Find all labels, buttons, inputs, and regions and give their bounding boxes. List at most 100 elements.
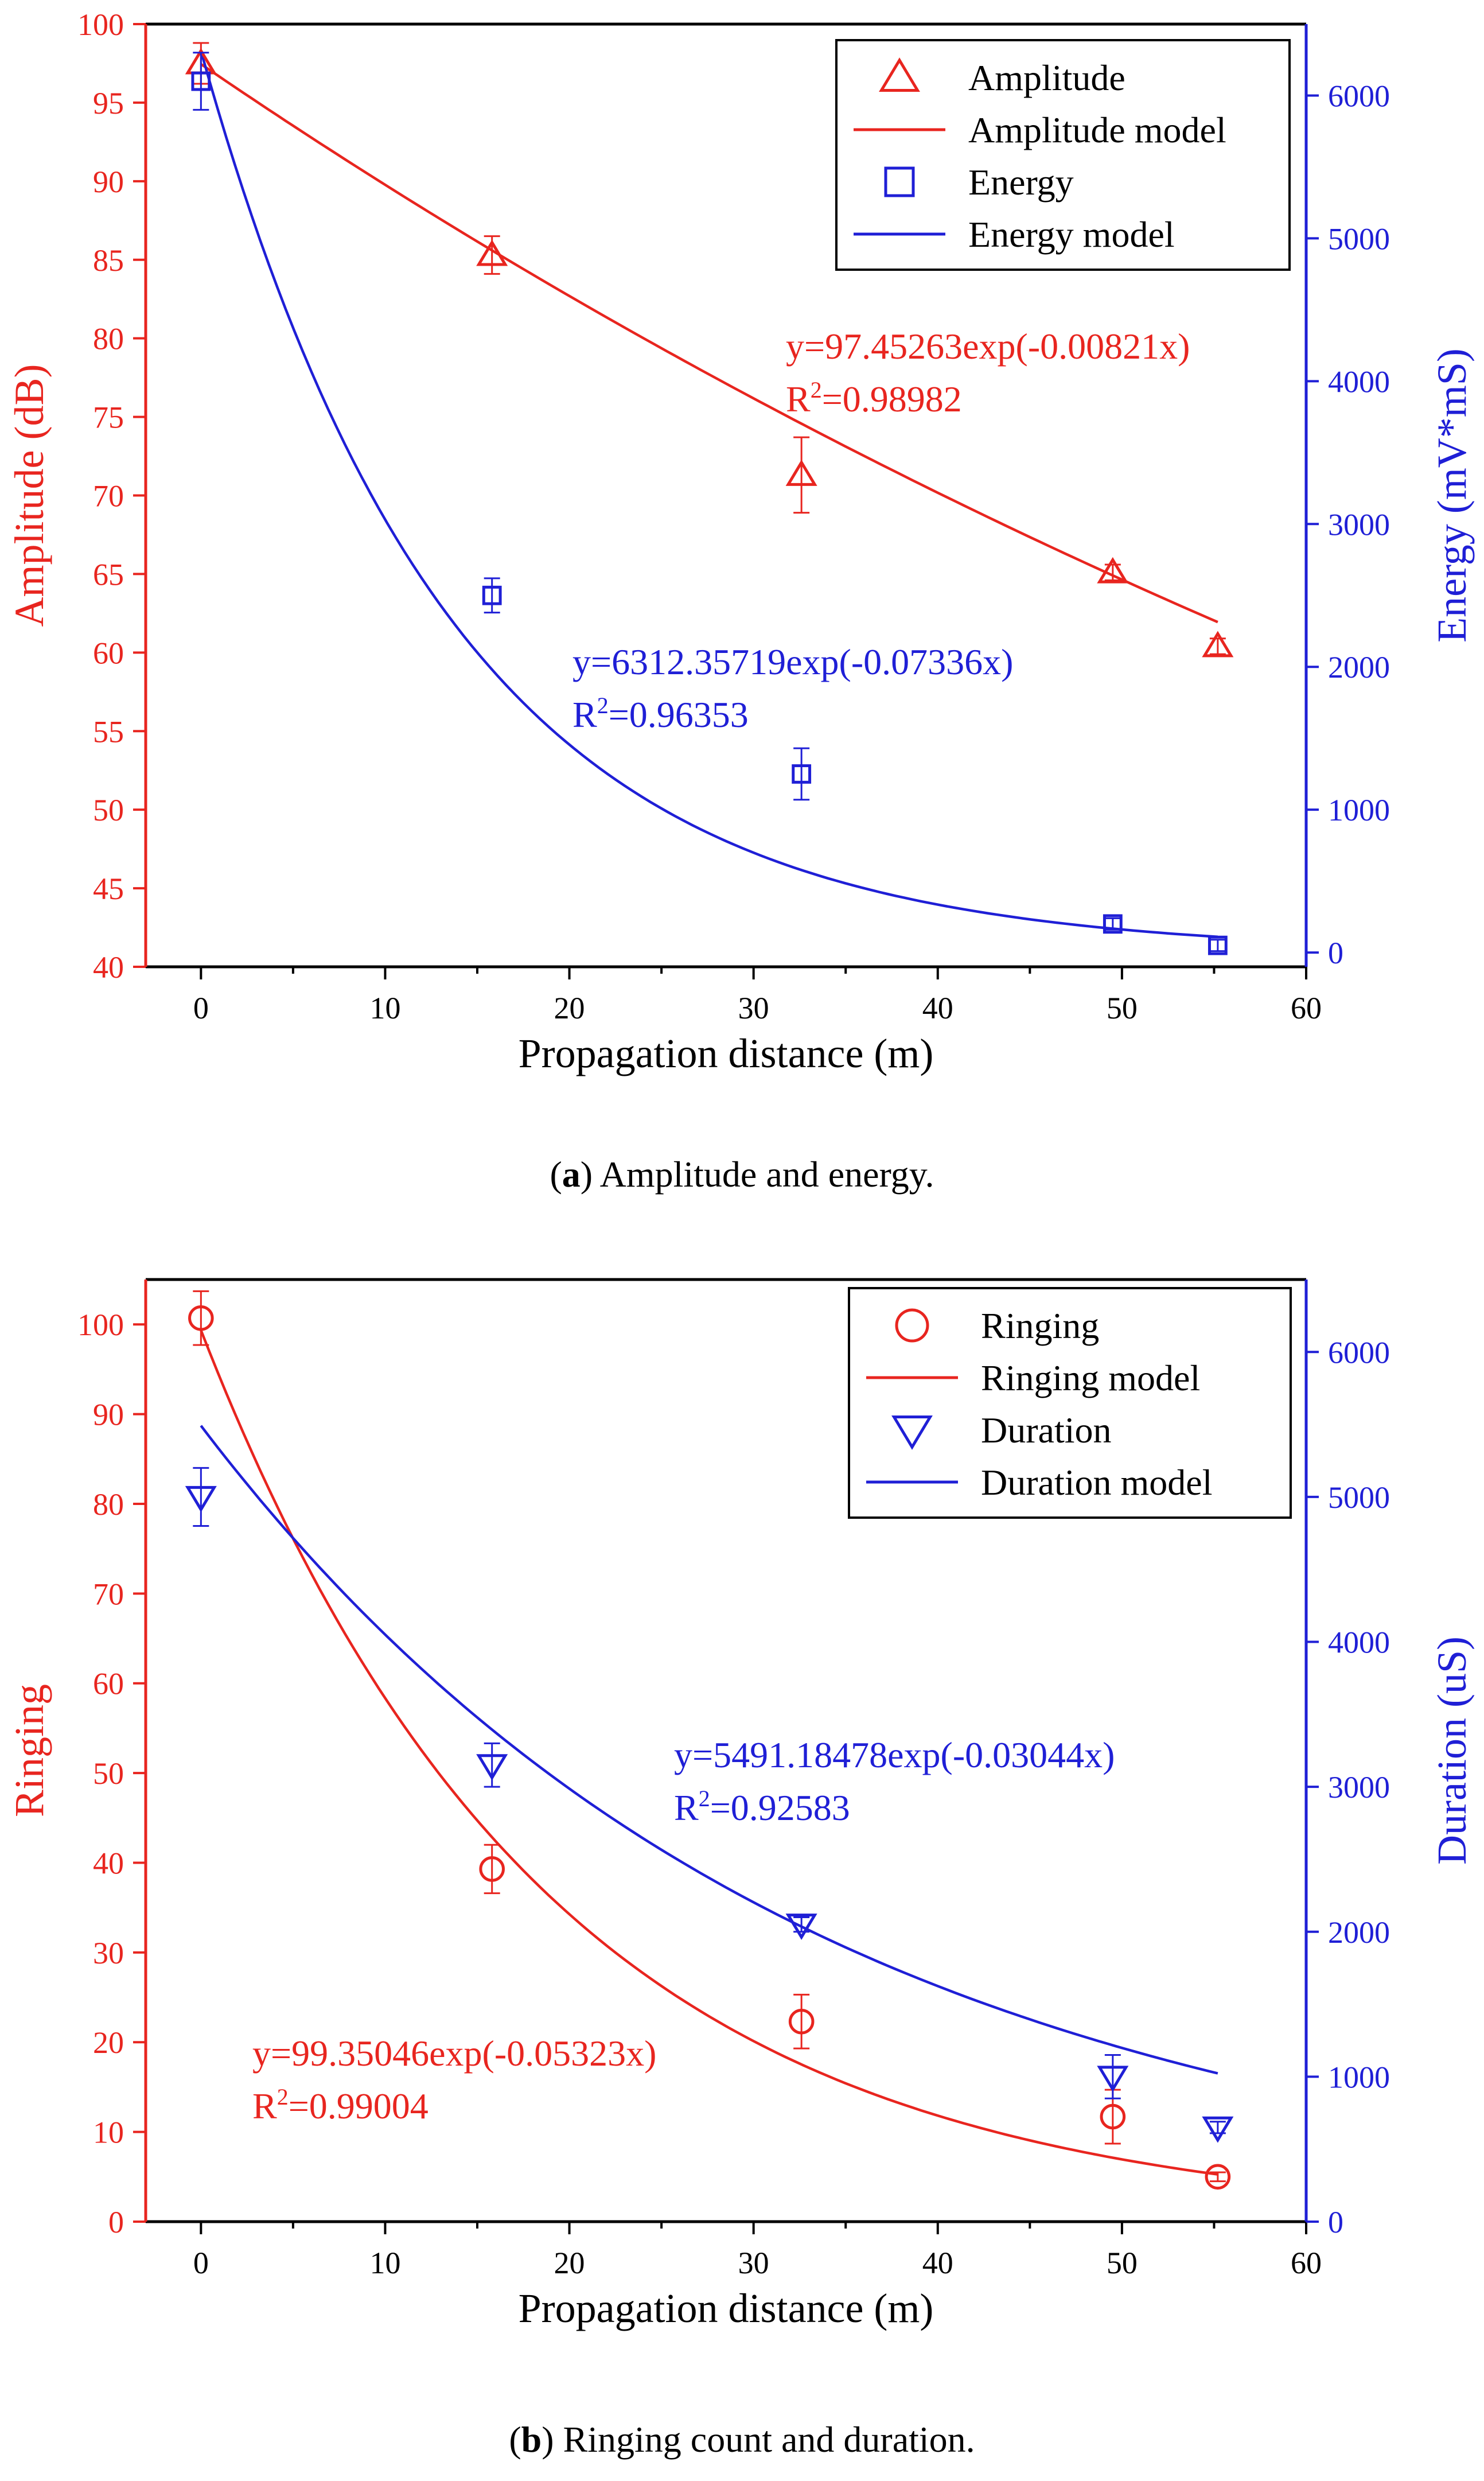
left-y-tick-label: 40 [93,1846,124,1880]
right-y-tick-label: 0 [1328,936,1343,970]
left-y-tick-label: 100 [77,7,124,42]
fit-r-squared: R2=0.99004 [252,2084,429,2126]
fit-equation: y=99.35046exp(-0.05323x) [252,2033,656,2074]
left-y-tick-label: 90 [93,1398,124,1432]
x-tick-label: 20 [554,991,585,1025]
amplitude-point [785,460,817,486]
ringing-point [479,1856,505,1882]
right-y-axis-title: Duration (uS) [1429,1636,1475,1865]
left-y-tick-label: 85 [93,243,124,278]
left-y-tick-label: 80 [93,1487,124,1522]
x-tick-label: 10 [369,991,400,1025]
legend-label: Energy model [968,214,1175,255]
left-y-tick-label: 20 [93,2025,124,2060]
duration-point [1202,2116,1234,2143]
superscript-two: 2 [811,377,822,403]
right-y-tick-label: 6000 [1328,1335,1390,1370]
fit-r-squared: R2=0.98982 [786,377,962,419]
fit-r-squared: R2=0.92583 [674,1786,850,1828]
energy-point [1103,914,1123,934]
right-y-tick-label: 5000 [1328,1480,1390,1515]
superscript-two: 2 [277,2084,289,2110]
legend-label: Amplitude model [968,110,1226,150]
legend-marker-swatch [879,57,920,92]
x-tick-label: 60 [1291,991,1322,1025]
right-y-axis-title: Energy (mV*mS) [1429,348,1475,643]
left-y-tick-label: 80 [93,322,124,356]
caption-b-text: ) Ringing count and duration. [542,2419,975,2460]
r-squared-value: =0.99004 [289,2086,429,2126]
left-y-tick-label: 100 [77,1308,124,1342]
energy-point [191,71,211,91]
superscript-two: 2 [699,1786,710,1811]
caption-a-text: ) Amplitude and energy. [580,1154,934,1195]
left-y-tick-label: 60 [93,636,124,670]
x-tick-label: 30 [738,2246,769,2280]
x-tick-label: 40 [922,991,953,1025]
legend-box [848,1287,1292,1519]
r-symbol: R [252,2086,277,2126]
left-y-tick-label: 0 [108,2205,124,2239]
model-curve-amplitude-model [200,63,1218,624]
left-y-tick-label: 90 [93,165,124,199]
energy-point [482,585,502,605]
left-y-tick-label: 70 [93,479,124,514]
x-tick-label: 30 [738,991,769,1025]
energy-point [1208,935,1228,955]
r-squared-value: =0.96353 [609,694,749,735]
right-y-tick-label: 3000 [1328,1770,1390,1805]
ringing-point [1205,2164,1231,2190]
right-y-tick-label: 5000 [1328,221,1390,256]
x-tick-label: 40 [922,2246,953,2280]
duration-point [785,1914,817,1940]
left-y-tick-label: 70 [93,1577,124,1611]
x-tick-label: 10 [369,2246,400,2280]
r-symbol: R [674,1787,699,1828]
fit-r-squared: R2=0.96353 [572,693,749,735]
r-symbol: R [572,694,597,735]
ringing-point [188,1305,214,1331]
caption-a-letter: a [562,1154,581,1195]
left-y-tick-label: 55 [93,714,124,749]
right-y-tick-label: 4000 [1328,364,1390,399]
left-y-tick-label: 65 [93,557,124,592]
legend-label: Energy [968,162,1074,203]
caption-a: (a) Amplitude and energy. [550,1154,934,1195]
r-squared-value: =0.92583 [710,1787,850,1828]
legend-label: Duration model [981,1462,1212,1503]
left-y-tick-label: 45 [93,872,124,906]
model-curve-duration-model [200,1425,1218,2075]
r-symbol: R [786,379,811,419]
left-y-tick-label: 40 [93,950,124,985]
caption-b: (b) Ringing count and duration. [509,2419,975,2460]
right-y-tick-label: 1000 [1328,793,1390,827]
right-y-tick-label: 2000 [1328,1915,1390,1950]
model-curve-energy-model [200,50,1218,938]
superscript-two: 2 [597,693,609,718]
legend-label: Amplitude [968,57,1125,98]
x-tick-label: 50 [1107,2246,1138,2280]
legend-marker-swatch [895,1308,929,1343]
legend-label: Ringing model [981,1358,1200,1398]
right-y-tick-label: 3000 [1328,507,1390,542]
x-tick-label: 0 [193,991,209,1025]
amplitude-point [476,239,508,266]
left-y-axis-title: Ringing [6,1684,52,1817]
right-y-tick-label: 0 [1328,2205,1343,2239]
left-y-tick-label: 75 [93,400,124,435]
x-tick-label: 60 [1291,2246,1322,2280]
right-y-tick-label: 4000 [1328,1626,1390,1660]
left-y-axis-title: Amplitude (dB) [6,364,52,627]
left-y-tick-label: 30 [93,1936,124,1970]
left-y-tick-label: 10 [93,2116,124,2150]
left-y-tick-label: 50 [93,793,124,827]
ringing-point [1100,2103,1126,2130]
left-y-tick-label: 50 [93,1756,124,1791]
right-y-tick-label: 2000 [1328,650,1390,685]
right-y-tick-label: 6000 [1328,79,1390,113]
left-y-tick-label: 95 [93,86,124,120]
x-tick-label: 50 [1107,991,1138,1025]
amplitude-point [1097,557,1129,584]
